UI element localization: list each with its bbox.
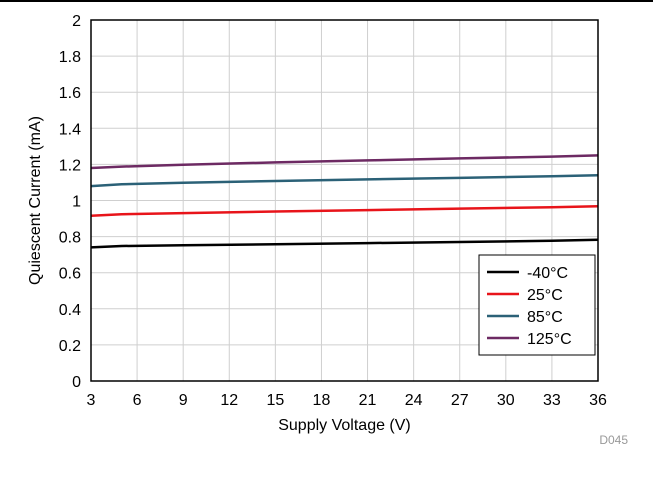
x-tick-label: 27: [451, 392, 469, 409]
legend-label: 125°C: [527, 331, 572, 348]
y-tick-label: 1.2: [59, 157, 81, 174]
x-tick-label: 24: [405, 392, 423, 409]
x-tick-label: 12: [220, 392, 238, 409]
series-line-85c: [90, 173, 599, 188]
x-tick-labels: 3 6 9 12 15 18 21 24 27 30 33 36: [87, 392, 607, 409]
y-tick-label: 1.4: [59, 121, 81, 138]
y-tick-label: 2: [72, 13, 81, 30]
y-axis-title: Quiescent Current (mA): [27, 116, 44, 285]
legend-label: 85°C: [527, 309, 563, 326]
x-tick-label: 6: [133, 392, 142, 409]
x-tick-label: 30: [497, 392, 515, 409]
y-tick-label: 0: [72, 374, 81, 391]
y-tick-label: 1.8: [59, 49, 81, 66]
plot-frame: [90, 19, 599, 382]
y-tick-label: 1.6: [59, 85, 81, 102]
x-tick-label: 33: [543, 392, 561, 409]
legend: -40°C 25°C 85°C 125°C: [478, 254, 596, 356]
x-tick-label: 18: [313, 392, 331, 409]
x-axis-title: Supply Voltage (V): [278, 417, 411, 434]
x-tick-label: 9: [179, 392, 188, 409]
series-layer: [90, 154, 599, 249]
x-tick-label: 15: [266, 392, 284, 409]
x-tick-label: 21: [359, 392, 377, 409]
series-line-25c: [90, 205, 599, 218]
y-tick-label: 0.2: [59, 338, 81, 355]
top-rule: [0, 0, 653, 2]
legend-label: 25°C: [527, 287, 563, 304]
y-tick-labels: 0 0.2 0.4 0.6 0.8 1 1.2 1.4 1.6 1.8 2: [59, 13, 81, 391]
legend-label: -40°C: [527, 265, 568, 282]
y-tick-label: 0.4: [59, 302, 81, 319]
y-tick-label: 0.8: [59, 230, 81, 247]
series-line-125c: [90, 154, 599, 170]
x-tick-label: 3: [87, 392, 96, 409]
x-tick-label: 36: [589, 392, 607, 409]
figure-id: D045: [599, 433, 628, 447]
y-tick-label: 1: [72, 194, 81, 211]
series-line-minus-40c: [90, 238, 599, 249]
y-tick-label: 0.6: [59, 266, 81, 283]
